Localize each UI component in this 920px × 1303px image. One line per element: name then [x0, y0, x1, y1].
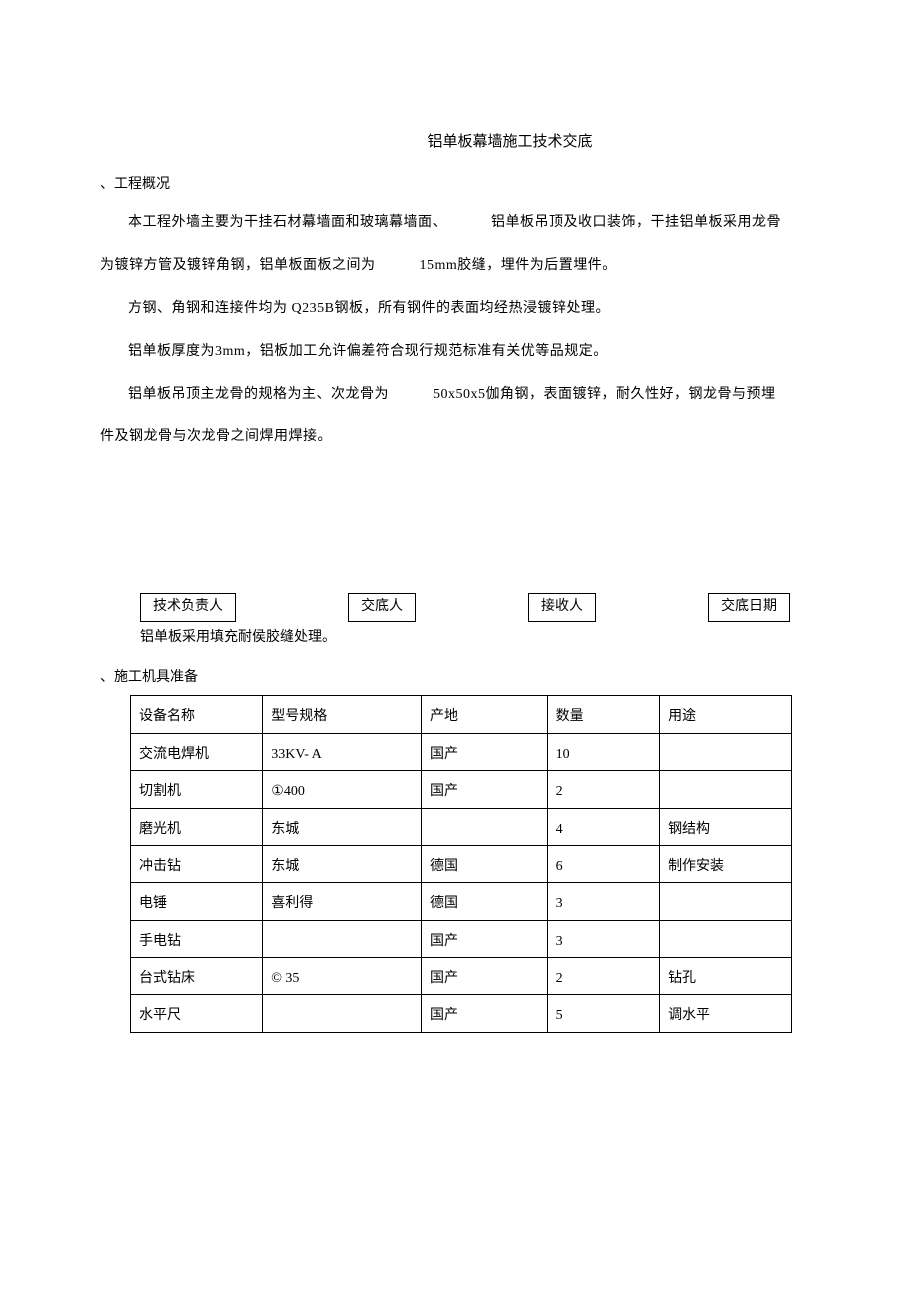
cell-name: 电锤 — [131, 883, 263, 920]
cell-name: 手电钻 — [131, 920, 263, 957]
cell-origin: 国产 — [421, 733, 547, 770]
cell-spec: 喜利得 — [263, 883, 422, 920]
cell-qty: 4 — [547, 808, 659, 845]
cell-qty: 2 — [547, 771, 659, 808]
p1-text-b: 铝单板吊顶及收口装饰，干挂铝单板采用龙骨 — [491, 215, 781, 230]
header-use: 用途 — [660, 696, 792, 733]
document-title: 铝单板幕墙施工技术交底 — [100, 130, 820, 154]
paragraph-6: 件及钢龙骨与次龙骨之间焊用焊接。 — [100, 422, 820, 453]
table-row: 手电钻 国产 3 — [131, 920, 792, 957]
cell-use — [660, 771, 792, 808]
paragraph-5: 铝单板吊顶主龙骨的规格为主、次龙骨为 50x50x5伽角钢，表面镀锌，耐久性好，… — [100, 380, 820, 411]
cell-name: 磨光机 — [131, 808, 263, 845]
section2-heading: 、施工机具准备 — [100, 667, 820, 689]
cell-use — [660, 883, 792, 920]
p2-text-a: 为镀锌方管及镀锌角钢，铝单板面板之间为 — [100, 258, 376, 273]
cell-spec: © 35 — [263, 958, 422, 995]
header-spec: 型号规格 — [263, 696, 422, 733]
equipment-table: 设备名称 型号规格 产地 数量 用途 交流电焊机 33KV- A 国产 10 切… — [130, 695, 792, 1033]
signature-receiver: 接收人 — [528, 593, 596, 621]
paragraph-4: 铝单板厚度为3mm，铝板加工允许偏差符合现行规范标准有关优等品规定。 — [100, 337, 820, 368]
after-signature-text: 铝单板采用填充耐侯胶缝处理。 — [140, 627, 820, 649]
cell-spec: ①400 — [263, 771, 422, 808]
table-row: 冲击钻 东城 德国 6 制作安装 — [131, 845, 792, 882]
cell-qty: 5 — [547, 995, 659, 1032]
cell-spec — [263, 920, 422, 957]
cell-spec: 东城 — [263, 845, 422, 882]
cell-qty: 6 — [547, 845, 659, 882]
cell-origin: 德国 — [421, 845, 547, 882]
header-name: 设备名称 — [131, 696, 263, 733]
paragraph-1: 本工程外墙主要为干挂石材幕墙面和玻璃幕墙面、 铝单板吊顶及收口装饰，干挂铝单板采… — [100, 208, 820, 239]
table-header-row: 设备名称 型号规格 产地 数量 用途 — [131, 696, 792, 733]
table-row: 交流电焊机 33KV- A 国产 10 — [131, 733, 792, 770]
cell-use: 制作安装 — [660, 845, 792, 882]
p5-text-b: 50x50x5伽角钢，表面镀锌，耐久性好，钢龙骨与预埋 — [433, 387, 776, 402]
cell-name: 冲击钻 — [131, 845, 263, 882]
cell-origin: 国产 — [421, 958, 547, 995]
cell-use — [660, 733, 792, 770]
cell-qty: 3 — [547, 920, 659, 957]
table-row: 磨光机 东城 4 钢结构 — [131, 808, 792, 845]
table-row: 水平尺 国产 5 调水平 — [131, 995, 792, 1032]
table-row: 电锤 喜利得 德国 3 — [131, 883, 792, 920]
table-row: 台式钻床 © 35 国产 2 钻孔 — [131, 958, 792, 995]
cell-origin — [421, 808, 547, 845]
signature-row: 技术负责人 交底人 接收人 交底日期 — [100, 593, 820, 621]
p5-text-a: 铝单板吊顶主龙骨的规格为主、次龙骨为 — [128, 387, 389, 402]
cell-use: 钻孔 — [660, 958, 792, 995]
cell-origin: 德国 — [421, 883, 547, 920]
cell-use: 调水平 — [660, 995, 792, 1032]
cell-name: 交流电焊机 — [131, 733, 263, 770]
signature-date: 交底日期 — [708, 593, 790, 621]
signature-submitter: 交底人 — [348, 593, 416, 621]
p1-text-a: 本工程外墙主要为干挂石材幕墙面和玻璃幕墙面、 — [128, 215, 447, 230]
cell-name: 水平尺 — [131, 995, 263, 1032]
cell-spec: 33KV- A — [263, 733, 422, 770]
cell-name: 台式钻床 — [131, 958, 263, 995]
cell-name: 切割机 — [131, 771, 263, 808]
cell-origin: 国产 — [421, 771, 547, 808]
section1-heading: 、工程概况 — [100, 174, 820, 196]
cell-use: 钢结构 — [660, 808, 792, 845]
cell-origin: 国产 — [421, 995, 547, 1032]
header-qty: 数量 — [547, 696, 659, 733]
cell-use — [660, 920, 792, 957]
cell-spec: 东城 — [263, 808, 422, 845]
cell-origin: 国产 — [421, 920, 547, 957]
paragraph-2: 为镀锌方管及镀锌角钢，铝单板面板之间为 15mm胶缝，埋件为后置埋件。 — [100, 251, 820, 282]
table-row: 切割机 ①400 国产 2 — [131, 771, 792, 808]
cell-qty: 3 — [547, 883, 659, 920]
header-origin: 产地 — [421, 696, 547, 733]
cell-qty: 10 — [547, 733, 659, 770]
signature-tech-lead: 技术负责人 — [140, 593, 236, 621]
cell-qty: 2 — [547, 958, 659, 995]
paragraph-3: 方钢、角钢和连接件均为 Q235B钢板，所有钢件的表面均经热浸镀锌处理。 — [100, 294, 820, 325]
p2-text-b: 15mm胶缝，埋件为后置埋件。 — [420, 258, 617, 273]
cell-spec — [263, 995, 422, 1032]
